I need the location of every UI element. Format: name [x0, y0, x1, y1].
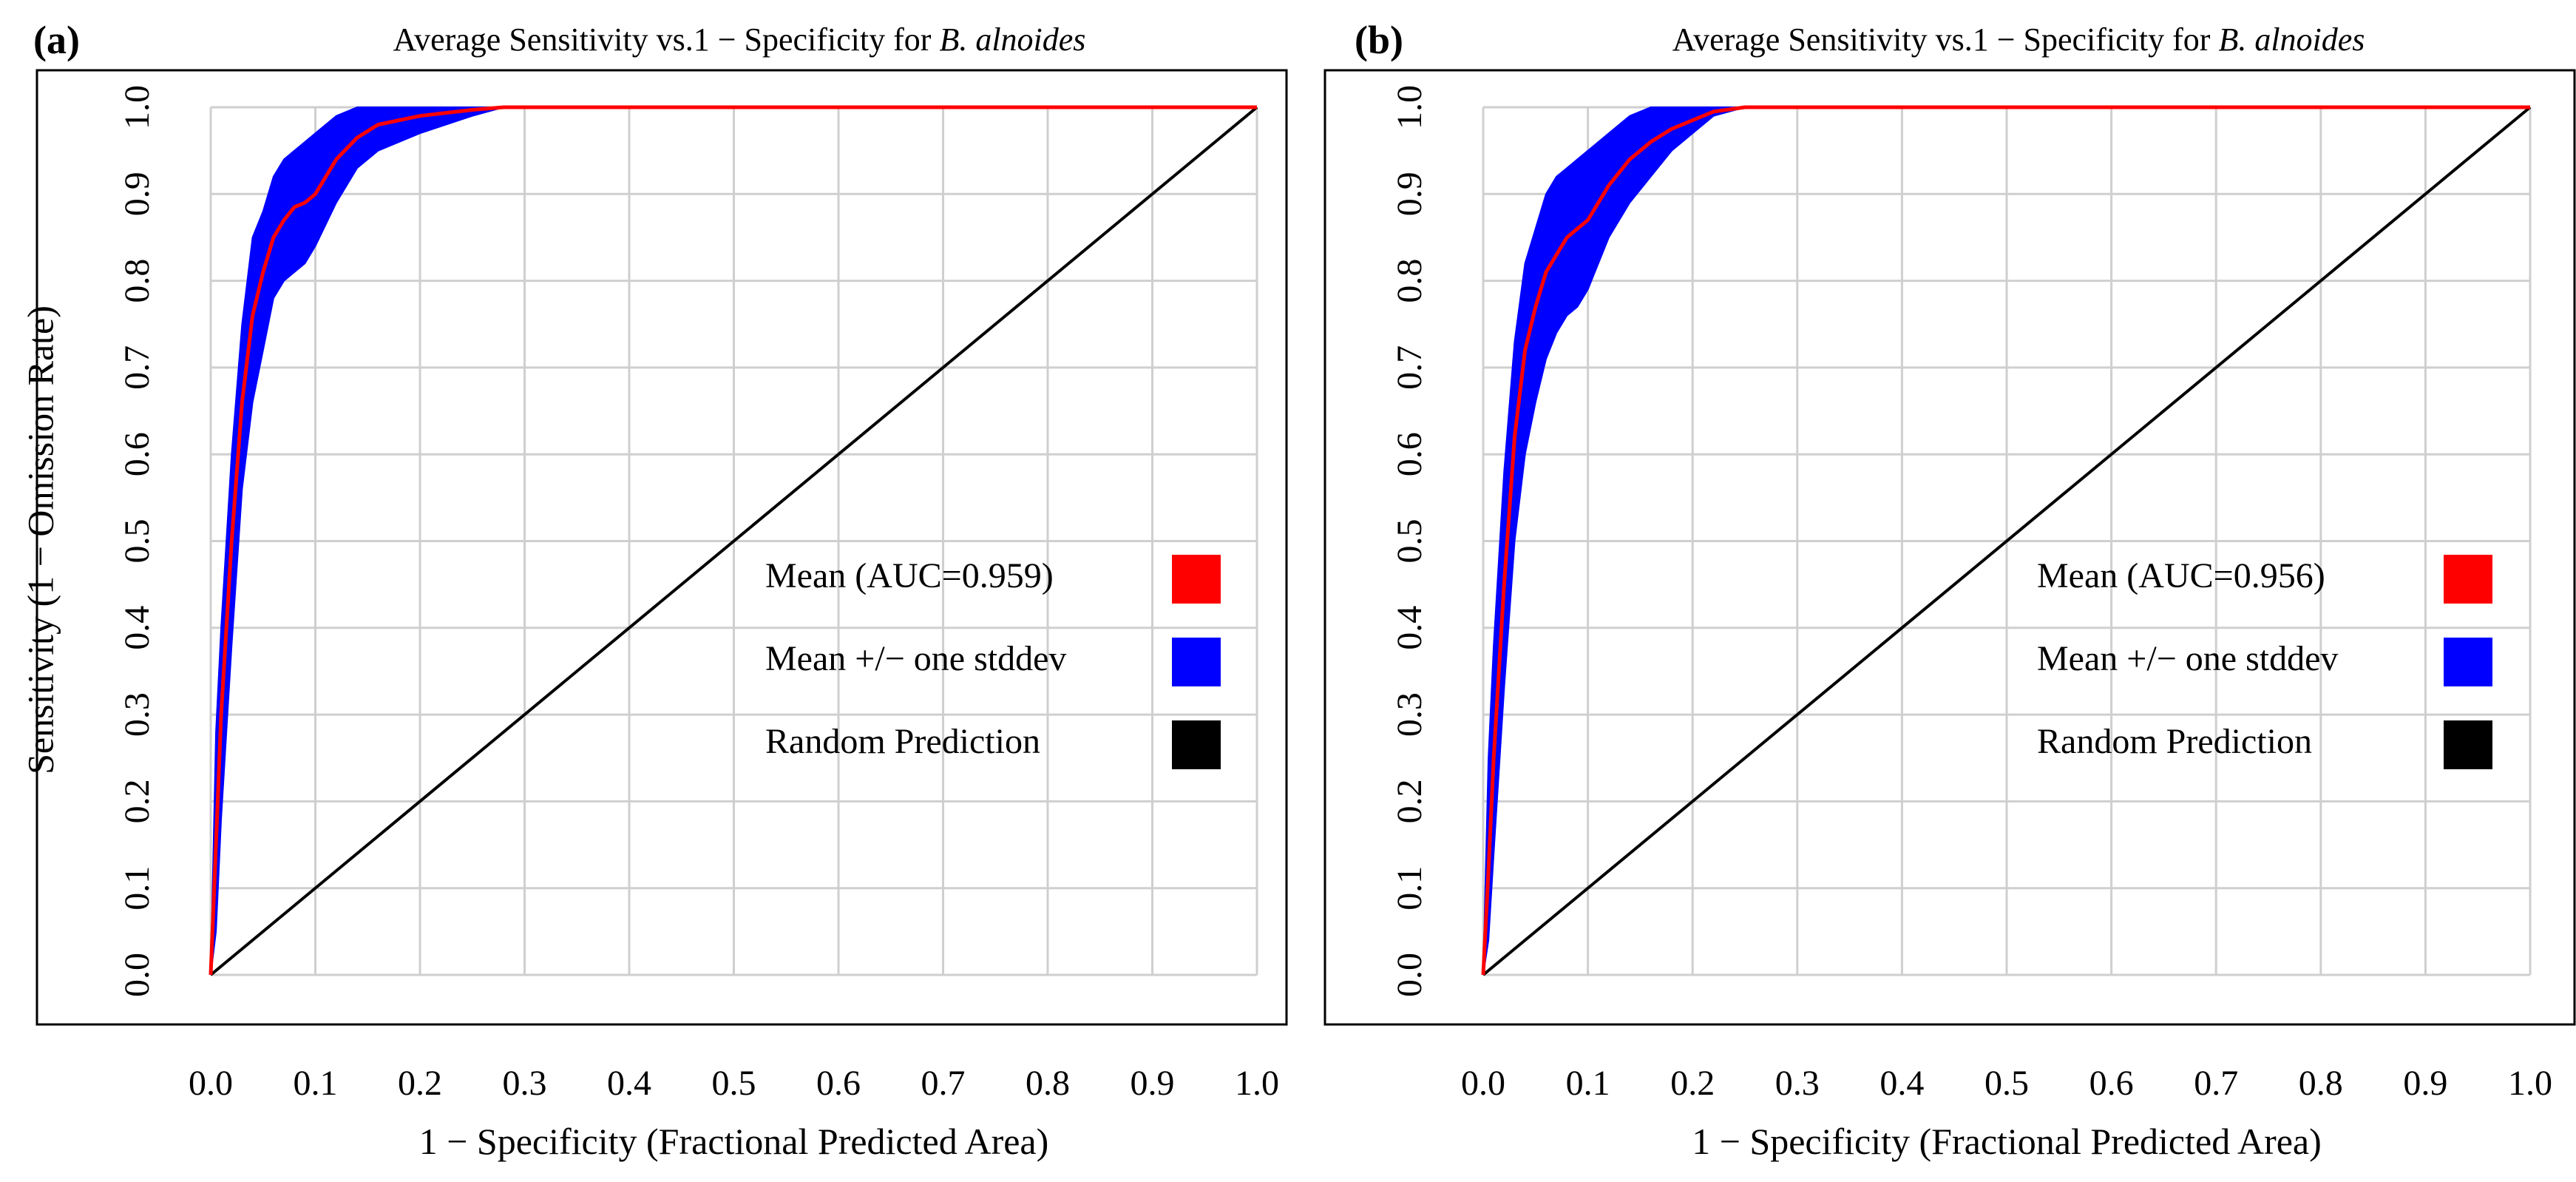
y-tick-label: 0.0 [1390, 953, 1429, 997]
y-tick-label: 0.0 [118, 953, 157, 997]
legend-stddev-label: Mean +/− one stddev [2037, 639, 2338, 678]
chart-title: Average Sensitivity vs.1 − Specificity f… [1672, 21, 2365, 58]
random-prediction-line [1482, 106, 2532, 976]
y-tick-label: 0.7 [118, 345, 157, 390]
x-tick-label: 0.2 [398, 1064, 442, 1103]
x-tick-label: 0.3 [1775, 1064, 1820, 1103]
y-tick-label: 1.0 [118, 85, 157, 129]
panel-label: (a) [33, 18, 80, 62]
x-tick-label: 1.0 [2508, 1064, 2552, 1103]
panel-border [35, 69, 1288, 1026]
legend-mean-label: Mean (AUC=0.959) [765, 556, 1054, 595]
legend-random-swatch [1172, 720, 1221, 769]
x-tick-label: 0.8 [2299, 1064, 2343, 1103]
legend-random-label: Random Prediction [2037, 722, 2312, 761]
y-tick-label: 0.5 [118, 519, 157, 564]
chart-panel-b: (b) Average Sensitivity vs.1 − Specificit… [1323, 18, 2576, 1162]
y-axis-label: Sensitivity (1 − Omission Rate) [19, 305, 61, 774]
legend-stddev-label: Mean +/− one stddev [765, 639, 1066, 678]
panel-label: (b) [1355, 18, 1403, 62]
y-tick-label: 0.7 [1390, 345, 1429, 390]
legend-stddev-swatch [1172, 638, 1221, 686]
x-tick-label: 0.3 [503, 1064, 547, 1103]
x-tick-label: 0.7 [921, 1064, 966, 1103]
y-tick-label: 0.3 [1390, 692, 1429, 737]
y-tick-label: 0.4 [1390, 606, 1429, 650]
legend-mean-swatch [1172, 555, 1221, 604]
x-tick-label: 0.9 [2403, 1064, 2447, 1103]
x-axis-label: 1 − Specificity (Fractional Predicted Ar… [1692, 1121, 2322, 1162]
x-tick-label: 1.0 [1235, 1064, 1279, 1103]
y-tick-label: 0.2 [118, 779, 157, 823]
panel-border [1323, 69, 2576, 1026]
y-tick-label: 0.2 [1390, 779, 1429, 823]
legend-random-label: Random Prediction [765, 722, 1040, 761]
chart-title: Average Sensitivity vs.1 − Specificity f… [393, 21, 1086, 58]
legend-mean-label: Mean (AUC=0.956) [2037, 556, 2325, 595]
x-tick-label: 0.6 [816, 1064, 861, 1103]
y-tick-label: 0.1 [118, 866, 157, 911]
x-tick-label: 0.6 [2089, 1064, 2134, 1103]
mean-roc-line [209, 105, 1257, 976]
y-tick-label: 0.5 [1390, 519, 1429, 564]
x-tick-label: 0.2 [1670, 1064, 1715, 1103]
random-prediction-line [209, 106, 1258, 976]
legend-random-swatch [2444, 720, 2492, 769]
y-tick-label: 0.8 [1390, 259, 1429, 303]
mean-roc-line [1481, 105, 2530, 976]
x-tick-label: 0.9 [1131, 1064, 1175, 1103]
x-tick-label: 0.0 [189, 1064, 233, 1103]
y-tick-label: 0.3 [118, 692, 157, 737]
x-tick-label: 0.5 [712, 1064, 756, 1103]
y-tick-label: 0.4 [118, 606, 157, 650]
legend-stddev-swatch [2444, 638, 2492, 686]
y-tick-label: 1.0 [1390, 85, 1429, 129]
x-tick-label: 0.8 [1026, 1064, 1070, 1103]
x-tick-label: 0.4 [1880, 1064, 1924, 1103]
x-tick-label: 0.1 [294, 1064, 338, 1103]
legend-mean-swatch [2444, 555, 2492, 604]
y-tick-label: 0.8 [118, 259, 157, 303]
x-tick-label: 0.0 [1461, 1064, 1505, 1103]
x-tick-label: 0.7 [2194, 1064, 2238, 1103]
chart-panel-a: (a) Average Sensitivity vs.1 − Specificit… [19, 18, 1288, 1162]
x-axis-label: 1 − Specificity (Fractional Predicted Ar… [419, 1121, 1049, 1162]
x-tick-label: 0.5 [1984, 1064, 2029, 1103]
y-tick-label: 0.9 [1390, 172, 1429, 216]
x-tick-label: 0.4 [607, 1064, 651, 1103]
x-tick-label: 0.1 [1566, 1064, 1610, 1103]
y-tick-label: 0.6 [1390, 432, 1429, 476]
y-tick-label: 0.1 [1390, 866, 1429, 911]
y-tick-label: 0.9 [118, 172, 157, 216]
y-tick-label: 0.6 [118, 432, 157, 476]
